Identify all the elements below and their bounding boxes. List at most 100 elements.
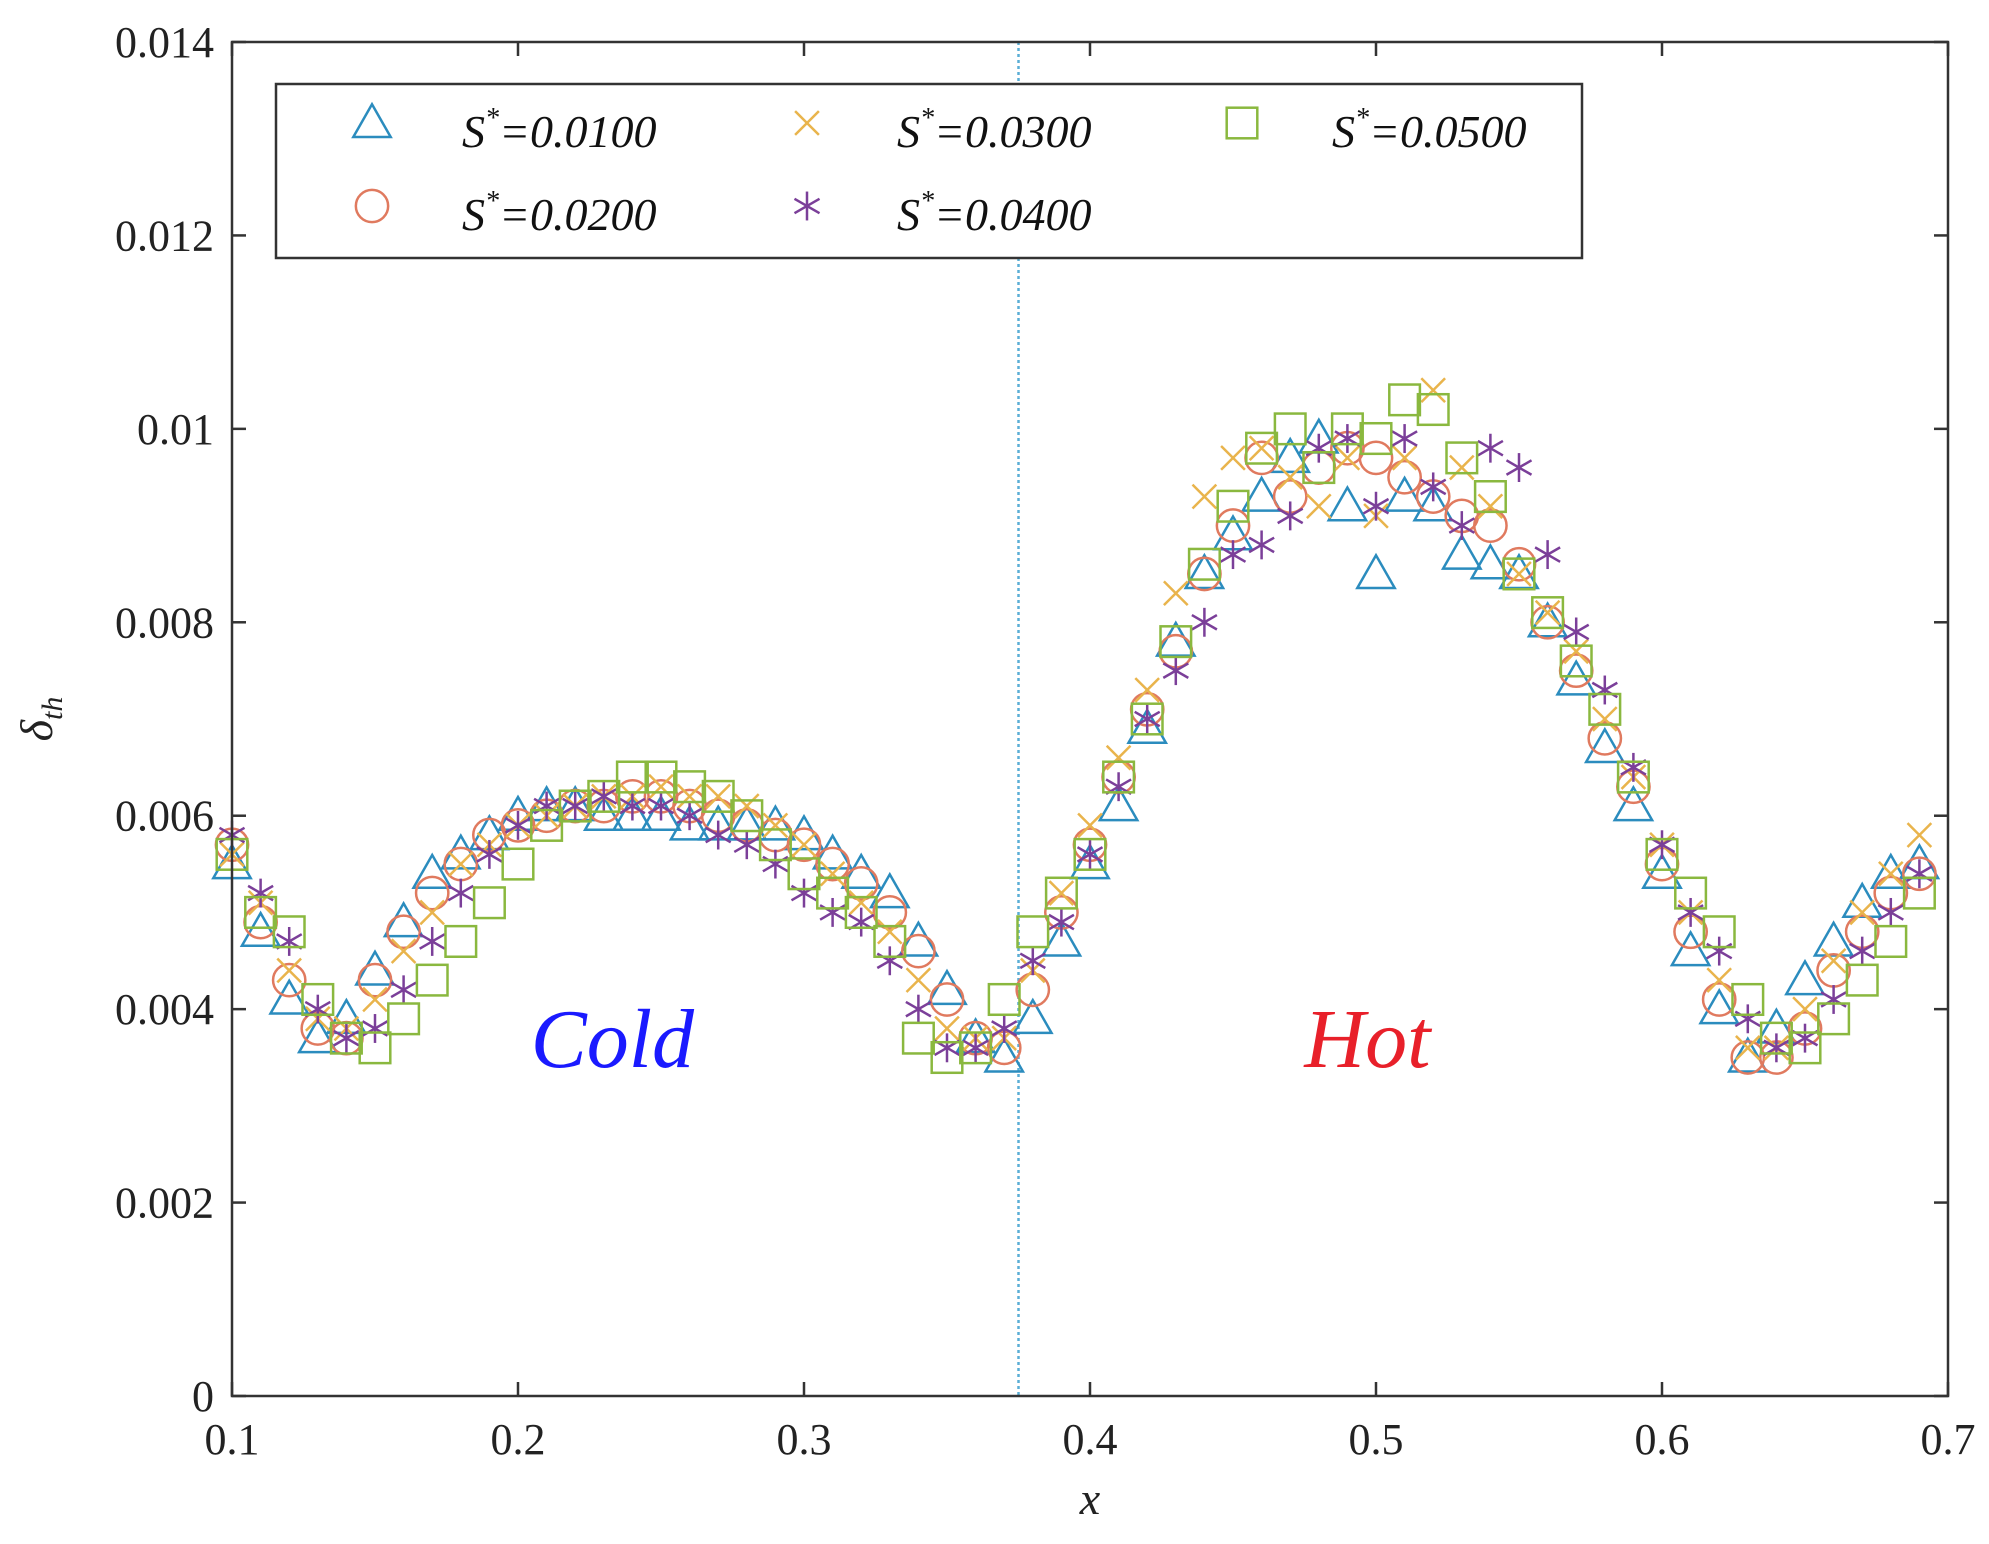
- data-point: [1097, 784, 1140, 822]
- x-marker-stroke: [1534, 599, 1561, 626]
- data-point: [1817, 1002, 1851, 1036]
- triangle-marker-shape: [239, 910, 282, 948]
- annotations: Cold Hot: [531, 993, 1433, 1086]
- data-point: [705, 820, 732, 850]
- square-marker-shape: [1130, 702, 1164, 736]
- data-point: [476, 839, 503, 869]
- triangle-marker-shape: [582, 794, 625, 831]
- circle-marker-shape: [1473, 508, 1508, 543]
- asterisk-marker-stroke: [905, 1000, 932, 1018]
- data-point: [901, 933, 936, 969]
- data-point: [1334, 445, 1361, 471]
- data-point: [1048, 907, 1075, 937]
- data-point: [611, 794, 654, 831]
- triangle-marker-shape: [1526, 601, 1569, 638]
- triangle-marker-shape: [1869, 852, 1912, 890]
- square-marker-shape: [1273, 412, 1307, 446]
- asterisk-marker-stroke: [1076, 846, 1104, 863]
- asterisk-marker-stroke: [1162, 662, 1189, 679]
- y-tick-label: 0.012: [115, 211, 214, 260]
- data-point: [701, 779, 735, 813]
- triangle-marker-shape: [1726, 1036, 1769, 1073]
- legend-label-sup: *: [485, 103, 499, 134]
- data-point: [1534, 599, 1561, 626]
- annotation-cold: Cold: [531, 993, 695, 1086]
- data-point: [959, 1031, 993, 1065]
- square-marker-shape: [301, 982, 335, 1017]
- square-marker-shape: [1388, 383, 1422, 417]
- data-point: [615, 760, 649, 794]
- data-point: [647, 791, 675, 821]
- data-point: [1583, 726, 1626, 764]
- data-point: [501, 847, 535, 881]
- data-point: [1069, 842, 1111, 880]
- square-marker-shape: [587, 779, 621, 813]
- data-point: [873, 924, 907, 958]
- data-point: [787, 857, 821, 891]
- triangle-marker-shape: [1784, 958, 1826, 996]
- square-marker-shape: [844, 895, 878, 929]
- circle-marker-shape: [357, 962, 393, 998]
- square-marker-shape: [1731, 982, 1765, 1017]
- square-marker-shape: [1102, 760, 1136, 794]
- legend-item-2: S*=0.0200: [354, 186, 657, 240]
- series-5-points: [215, 383, 1936, 1075]
- data-point: [411, 852, 454, 890]
- data-point: [987, 982, 1021, 1017]
- circle-marker-shape: [414, 875, 450, 911]
- data-point: [562, 791, 589, 821]
- data-point: [444, 924, 478, 958]
- x-marker-stroke: [390, 938, 417, 964]
- data-point: [357, 962, 393, 998]
- triangle-marker-shape: [1555, 659, 1598, 696]
- data-point: [1163, 580, 1189, 607]
- y-tick-label: 0.014: [115, 18, 214, 67]
- legend-label: S*=0.0100: [462, 103, 657, 157]
- data-point: [1187, 547, 1221, 581]
- data-point: [1269, 436, 1312, 474]
- data-point: [676, 783, 703, 810]
- data-point: [1906, 822, 1933, 848]
- x-tick-label: 0.5: [1349, 1415, 1404, 1464]
- square-marker-shape: [1759, 1021, 1793, 1055]
- asterisk-marker-stroke: [562, 797, 589, 815]
- triangle-marker-shape: [868, 871, 911, 909]
- data-point: [1531, 596, 1565, 630]
- legend-label-sup: *: [920, 103, 934, 134]
- square-marker-shape: [329, 1021, 363, 1055]
- asterisk-marker-stroke: [1191, 613, 1218, 631]
- data-point: [1612, 784, 1655, 822]
- x-marker-stroke: [1277, 464, 1303, 490]
- data-point: [1587, 720, 1623, 756]
- data-point: [268, 978, 311, 1015]
- asterisk-marker-stroke: [1420, 478, 1447, 496]
- plot-frame: [230, 40, 1950, 1398]
- square-marker-shape: [1473, 480, 1507, 514]
- triangle-marker-shape: [640, 794, 682, 831]
- data-point: [1759, 1021, 1793, 1055]
- x-marker-stroke: [1306, 493, 1332, 520]
- x-marker-stroke: [1191, 483, 1218, 510]
- triangle-marker-shape: [1440, 533, 1483, 570]
- data-point: [1126, 707, 1169, 744]
- x-marker-stroke: [1420, 377, 1446, 403]
- data-point: [1559, 644, 1593, 678]
- x-marker-stroke: [762, 812, 789, 839]
- asterisk-marker-stroke: [1219, 546, 1247, 563]
- square-marker-shape: [1416, 392, 1450, 427]
- data-point: [390, 975, 417, 1005]
- data-point: [962, 1033, 989, 1063]
- legend-label-value: =0.0400: [934, 189, 1092, 240]
- circle-marker-shape: [1387, 459, 1422, 495]
- legend-label-sup: *: [485, 186, 499, 217]
- y-axis-label: δth: [11, 697, 69, 742]
- asterisk-marker-stroke: [1448, 517, 1475, 534]
- data-point: [1416, 392, 1450, 427]
- data-point: [815, 846, 850, 882]
- data-point: [762, 812, 789, 839]
- data-point: [1216, 489, 1250, 523]
- data-point: [1044, 876, 1078, 910]
- triangle-marker-shape: [1097, 784, 1140, 822]
- y-tick-label: 0.004: [115, 985, 214, 1034]
